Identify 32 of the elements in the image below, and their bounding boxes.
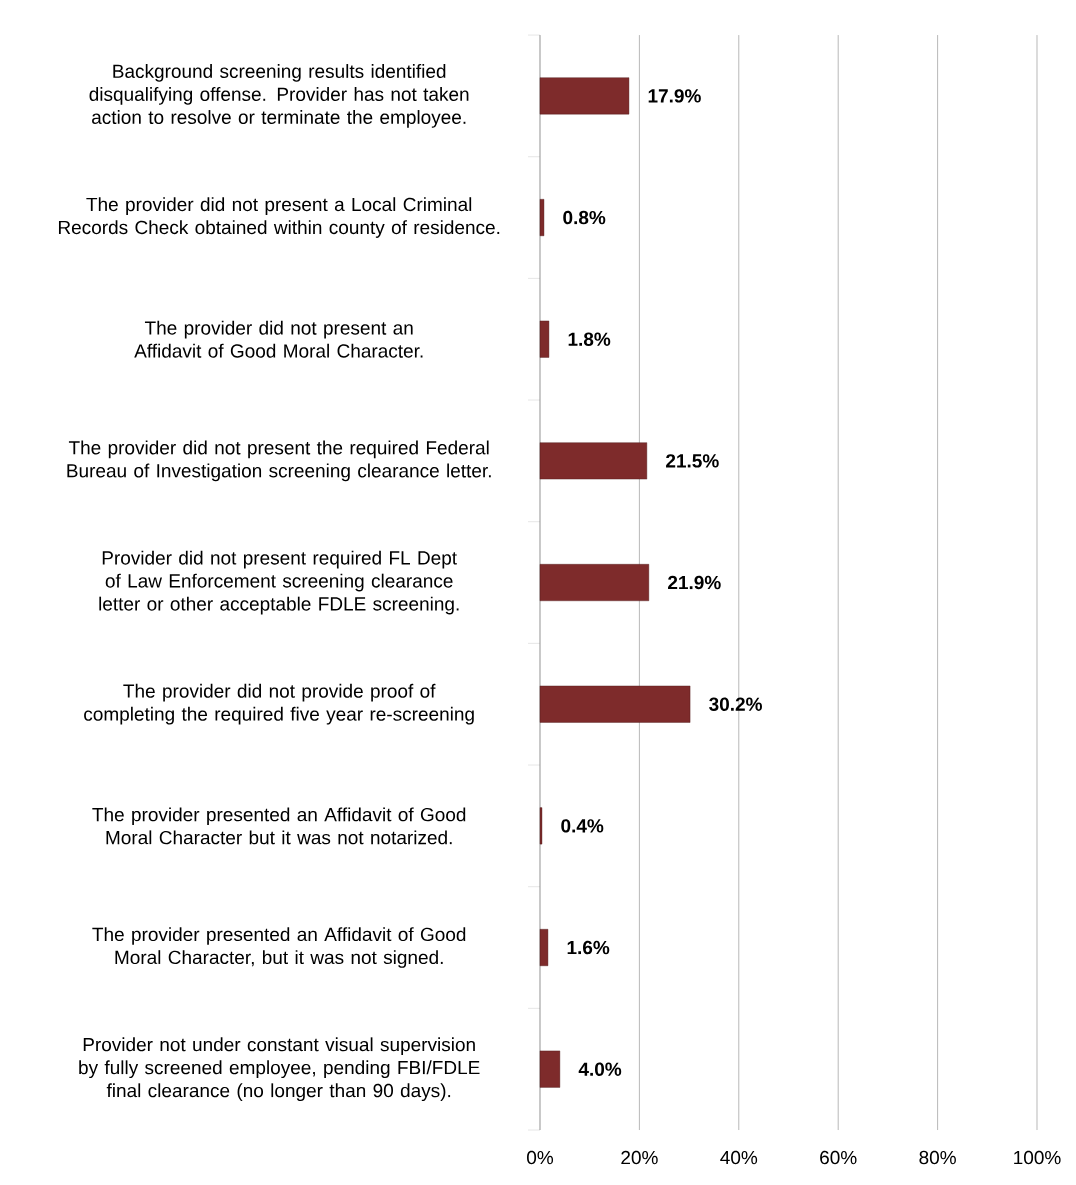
- y-tick-label: The provider did not present a Local Criminal Records Check obtained within county of residence.: [58, 197, 500, 238]
- y-tick-label: Provider did not present required FL Dept of Law Enforcement screening clearance letter or other acceptable FDLE screening.: [99, 550, 459, 615]
- x-tick-label: 60%: [820, 1150, 857, 1165]
- x-tick-label: 40%: [720, 1150, 758, 1165]
- data-label: 1.6%: [567, 940, 610, 955]
- data-label: 1.8%: [568, 332, 611, 346]
- bar: [539, 685, 691, 723]
- y-tick-label: The provider did not present an Affidavit of Good Moral Character.: [134, 320, 423, 358]
- bar: [539, 77, 630, 115]
- bar: [539, 564, 650, 601]
- x-tick-label: 20%: [621, 1150, 658, 1165]
- data-label: 0.4%: [561, 819, 604, 833]
- y-tick-label: The provider did not present the required Federal Bureau of Investigation screening clearance letter.: [67, 440, 491, 482]
- data-label: 21.5%: [666, 454, 719, 468]
- x-tick-label: 100%: [1014, 1150, 1061, 1165]
- data-label: 4.0%: [578, 1062, 622, 1076]
- y-tick-label: The provider did not provide proof of completing the required five year re-screening: [84, 683, 474, 725]
- bar: [539, 320, 550, 358]
- y-tick-label: Background screening results identified disqualifying offense. Provider has not taken action to resolve or terminate the employee.: [89, 64, 469, 128]
- data-label: 0.8%: [563, 210, 606, 225]
- bar: [539, 199, 545, 236]
- y-tick-label: Provider not under constant visual supervision by fully screened employee, pending FBI/FDLE final clearance (no longer than 90 days).: [79, 1037, 480, 1102]
- y-tick-label: The provider presented an Affidavit of Good Moral Character but it was not notarized.: [92, 807, 466, 845]
- x-tick-label: 0%: [527, 1150, 554, 1165]
- x-tick-label: 80%: [919, 1150, 956, 1165]
- bar: [539, 442, 648, 480]
- data-label: 30.2%: [709, 697, 762, 711]
- data-label: 17.9%: [648, 89, 701, 103]
- bar: [539, 929, 549, 966]
- y-tick-label: The provider presented an Affidavit of Good Moral Character, but it was not signed.: [92, 927, 466, 968]
- bar: [539, 1050, 561, 1088]
- data-label: 21.9%: [668, 575, 721, 590]
